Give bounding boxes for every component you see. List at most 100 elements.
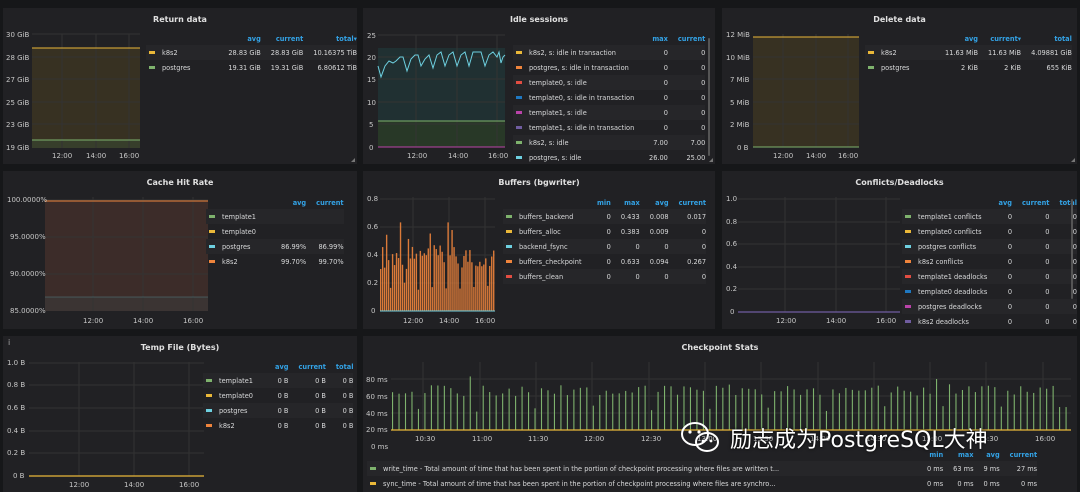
checkpoint-bar [709,408,711,430]
checkpoint-bar [877,385,879,430]
legend-header-avg[interactable]: avg [292,198,307,207]
legend-header-current[interactable]: current [1009,450,1038,459]
legend-row[interactable]: postgres deadlocks 0 0 0 [902,299,1077,314]
legend-row[interactable]: template0 deadlocks 0 0 0 [902,284,1077,299]
legend-row[interactable]: template1 conflicts 0 0 0 [902,209,1077,224]
panel-title[interactable]: Return data [153,15,207,24]
legend-value: 0 [1045,317,1050,326]
legend-row[interactable]: k8s2 99.70% 99.70% [206,254,344,269]
legend-row[interactable]: k8s2, s: idle in transaction 0 0 [513,45,706,60]
x-tick: 14:00 [448,152,468,160]
temp-file-chart[interactable]: 1.0 B 0.8 B 0.6 B 0.4 B 0.2 B 0 B 12:00 … [3,336,357,492]
legend-header-total[interactable]: total [335,362,354,371]
legend-scrollbar[interactable] [1071,199,1073,299]
legend-header-min[interactable]: min [929,450,944,459]
cache-hit-rate-chart[interactable]: 100.0000% 95.0000% 90.0000% 85.0000% 12:… [3,171,357,329]
checkpoint-bar [696,389,698,430]
legend-row[interactable]: template1, s: idle 0 0 [513,105,706,120]
legend-row[interactable]: template0, s: idle 0 0 [513,75,706,90]
legend-header-min[interactable]: min [597,198,611,207]
x-tick: 16:00 [876,317,896,325]
panel-title[interactable]: Cache Hit Rate [146,178,214,187]
legend-row[interactable]: buffers_alloc 0 0.383 0.009 0 [503,224,706,239]
legend-header-avg[interactable]: avg [655,198,669,207]
legend-row[interactable]: buffers_backend 0 0.433 0.008 0.017 [503,209,707,224]
legend-row[interactable]: backend_fsync 0 0 0 0 [503,239,707,254]
delete-data-chart[interactable]: 12 MiB 10 MiB 7 MiB 5 MiB 2 MiB 0 B 12:0… [722,8,1077,164]
legend-row[interactable]: template1, s: idle in transaction 0 0 [513,120,705,135]
resize-handle[interactable] [351,158,355,162]
return-data-chart[interactable]: 30 GiB 28 GiB 27 GiB 25 GiB 23 GiB 19 Gi… [3,8,357,164]
legend-row[interactable]: template1 deadlocks 0 0 0 [902,269,1077,284]
resize-handle[interactable] [1071,158,1075,162]
checkpoint-bars [392,376,1067,430]
legend-row[interactable]: k8s2 deadlocks 0 0 0 [902,314,1077,329]
legend-name: postgres [219,406,248,415]
legend-row[interactable]: postgres 86.99% 86.99% [206,239,344,254]
legend-row[interactable]: postgres, s: idle in transaction 0 0 [513,60,705,75]
panel-title[interactable]: Buffers (bgwriter) [498,178,580,187]
legend-header-total[interactable]: total [1054,34,1072,43]
legend-row[interactable]: buffers_checkpoint 0 0.633 0.094 0.267 [503,254,706,269]
legend-row[interactable]: sync_time - Total amount of time that ha… [367,476,1037,491]
legend-row[interactable]: k8s2 11.63 MiB 11.63 MiB 4.09881 GiB [865,45,1072,60]
legend-row[interactable]: postgres, s: idle 26.00 25.00 [513,150,705,164]
legend-header-avg[interactable]: avg [986,450,1000,459]
checkpoint-chart[interactable]: 80 ms 60 ms 40 ms 20 ms 0 ms 10:30 11:00 1… [363,336,1077,492]
resize-handle[interactable] [709,158,713,162]
legend-header-current[interactable]: current [678,198,707,207]
legend-row[interactable]: template0 0 B 0 B 0 B [203,388,353,403]
y-tick: 0.8 [726,218,737,226]
legend-value: 0 [1072,317,1077,326]
panel-title[interactable]: Temp File (Bytes) [140,343,220,352]
panel-title[interactable]: Conflicts/Deadlocks [855,178,944,187]
panel-title[interactable]: Delete data [873,15,926,24]
legend-value: 0 [663,123,668,132]
legend-header-total[interactable]: total [1059,198,1077,207]
legend-header-avg[interactable]: avg [998,198,1013,207]
legend-name: backend_fsync [519,242,568,251]
legend-row[interactable]: template1 [206,209,344,224]
legend-header-max[interactable]: max [957,450,974,459]
legend-scrollbar[interactable] [708,38,710,156]
panel-title[interactable]: Checkpoint Stats [681,343,759,352]
legend-header-current[interactable]: current [316,198,344,207]
legend-header-max[interactable]: max [652,34,668,43]
legend-header-current[interactable]: current [1022,198,1050,207]
legend-header-max[interactable]: max [624,198,640,207]
legend-row[interactable]: k8s2 28.83 GiB 28.83 GiB 10.16375 TiB [146,45,357,60]
legend-header-total[interactable]: total▾ [336,34,357,43]
legend-row[interactable]: buffers_clean 0 0 0 0 [503,269,707,284]
legend-value: 0.267 [687,257,707,266]
legend-header-avg[interactable]: avg [275,362,289,371]
buffer-bar [441,251,443,311]
legend-value: 655 KiB [1046,63,1072,72]
legend-header-avg[interactable]: avg [247,34,261,43]
legend-row[interactable]: postgres 2 KiB 2 KiB 655 KiB [865,60,1072,75]
legend-row[interactable]: template0, s: idle in transaction 0 0 [513,90,705,105]
legend-header-current[interactable]: current [677,34,706,43]
idle-sessions-chart[interactable]: 25 20 15 10 5 0 12:00 14:00 16:00 [363,8,715,164]
legend-header-current[interactable]: current▾ [990,34,1022,43]
legend-row[interactable]: postgres 19.31 GiB 19.31 GiB 6.80612 TiB [146,60,357,75]
legend-header-avg[interactable]: avg [964,34,979,43]
legend-row[interactable]: template0 conflicts 0 0 0 [902,224,1077,239]
legend-value: 0 [667,45,706,60]
buffers-chart[interactable]: 0.8 0.6 0.4 0.2 0 12:00 14:00 16:00 [363,171,715,329]
checkpoint-bar [774,391,776,430]
legend-row[interactable]: k8s2, s: idle 7.00 7.00 [513,135,706,150]
legend-row[interactable]: template0 [206,224,344,239]
conflicts-chart[interactable]: 1.0 0.8 0.6 0.4 0.2 0 12:00 14:00 16:00 [722,171,1077,329]
legend-header-current[interactable]: current [298,362,326,371]
legend-row[interactable]: postgres conflicts 0 0 0 [902,239,1077,254]
legend-row[interactable]: k8s2 0 B 0 B 0 B [203,418,353,433]
info-icon[interactable]: i [8,338,11,347]
checkpoint-bar [754,389,756,430]
buffer-bar [397,258,400,311]
panel-title[interactable]: Idle sessions [509,15,569,24]
legend-header-current[interactable]: current [275,34,304,43]
legend-row[interactable]: write_time - Total amount of time that h… [367,461,1038,476]
legend-row[interactable]: k8s2 conflicts 0 0 0 [902,254,1077,269]
